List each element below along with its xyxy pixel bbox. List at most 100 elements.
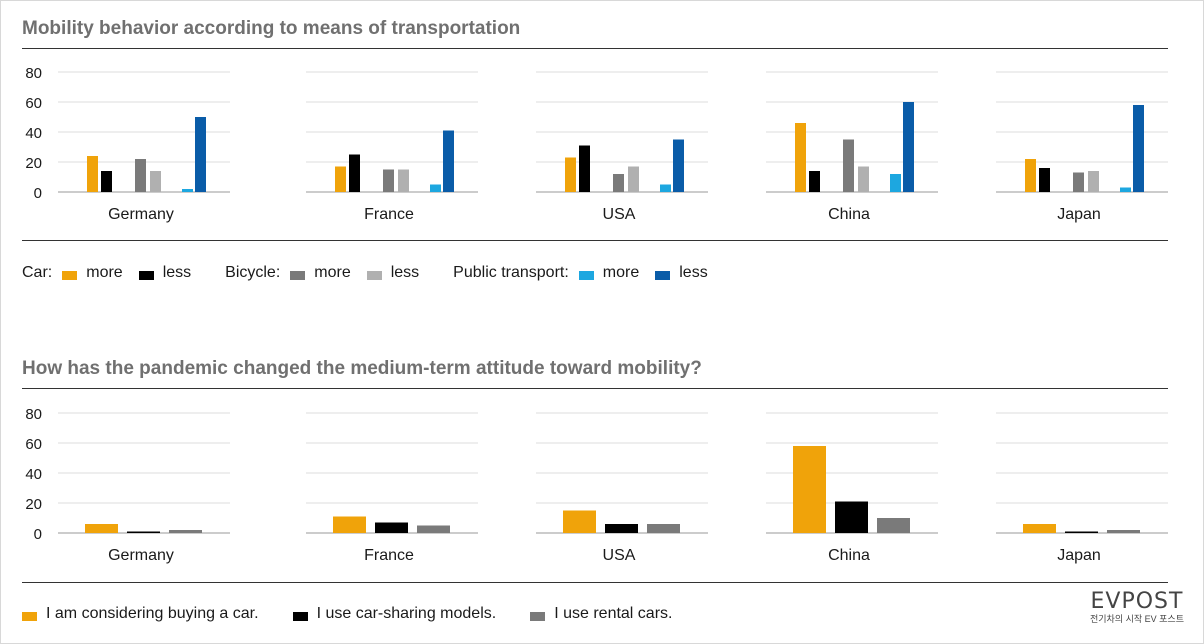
chart1-bar [195, 117, 206, 192]
chart1-category-label: USA [603, 206, 636, 223]
chart2-category-label: Germany [108, 547, 174, 564]
chart2-bar [877, 518, 910, 533]
chart1-legend: Car: more less Bicycle: more less Public… [22, 264, 724, 282]
chart1-bar [660, 184, 671, 192]
chart1-category-label: France [364, 206, 414, 223]
chart2-bar [333, 516, 366, 533]
logo-mark: EVPOST [1090, 589, 1184, 614]
chart2-category-label: France [364, 547, 414, 564]
legend-pt-less: less [655, 264, 708, 282]
chart1-bar [150, 171, 161, 192]
chart1-ytick-label: 20 [25, 155, 42, 172]
legend-bicycle-less: less [366, 264, 420, 282]
legend-bicycle-more: more [290, 264, 351, 282]
legend-swatch-rental [530, 611, 546, 621]
chart2-bar [169, 530, 202, 533]
chart1-bar [613, 174, 624, 192]
evpost-logo: EVPOST 전기차의 시작 EV 포스트 [1090, 590, 1184, 625]
legend-sharing: I use car-sharing models. [292, 605, 497, 623]
chart1-bar [579, 145, 590, 192]
chart1-bar [1073, 172, 1084, 192]
chart2-category-label: USA [603, 547, 636, 564]
chart2-bar [417, 525, 450, 533]
chart1-bar [1088, 171, 1099, 192]
chart1-bar [383, 169, 394, 192]
chart1-title-rule [22, 48, 1168, 49]
chart2-bar [127, 531, 160, 533]
legend-car-label: Car: [22, 264, 53, 281]
legend-swatch-pt-more [578, 270, 594, 280]
legend-pt-label: Public transport: [453, 264, 569, 281]
chart1-plot: 0 20 40 60 80 Germany France USA China Japan [25, 65, 1168, 223]
legend-swatch-considering [22, 611, 37, 621]
chart2-category-label: Japan [1057, 547, 1101, 564]
chart2-bar [1023, 524, 1056, 533]
legend-bicycle-less-label: less [390, 264, 420, 281]
chart1-bar [903, 102, 914, 192]
chart2-bar [647, 524, 680, 533]
legend-pt-less-label: less [679, 264, 708, 281]
chart2-bar [563, 510, 596, 533]
chart1-bar [430, 184, 441, 192]
chart1-category-label: Germany [108, 206, 174, 223]
chart1-bar [135, 159, 146, 192]
legend-car-less-label: less [162, 264, 192, 281]
chart1-bar [101, 171, 112, 192]
chart1-bar [349, 154, 360, 192]
chart1-ytick-label: 80 [25, 65, 42, 82]
chart2-title: How has the pandemic changed the medium-… [22, 358, 702, 379]
chart1-bar [1039, 168, 1050, 192]
chart1-bar [443, 130, 454, 192]
chart2-ytick-label: 20 [25, 496, 42, 513]
chart2-ytick-label: 40 [25, 466, 42, 483]
chart1-category-label: Japan [1057, 206, 1101, 223]
chart2-ytick-label: 0 [34, 526, 42, 543]
chart2-category-label: China [828, 547, 870, 564]
chart1-bar [1025, 159, 1036, 192]
legend-car-more-label: more [86, 264, 123, 281]
chart2-ytick-label: 60 [25, 436, 42, 453]
chart1-bottom-rule [22, 240, 1168, 241]
chart2-ytick-label: 80 [25, 406, 42, 423]
legend-bicycle-more-label: more [314, 264, 351, 281]
chart1-ytick-label: 0 [34, 185, 42, 202]
chart1-ytick-label: 40 [25, 125, 42, 142]
chart2-bar [1107, 530, 1140, 533]
chart1-ytick-label: 60 [25, 95, 42, 112]
chart2-bar [375, 522, 408, 533]
legend-bicycle-label: Bicycle: [225, 264, 281, 281]
legend-swatch-car-less [138, 270, 154, 280]
logo-tagline: 전기차의 시작 EV 포스트 [1089, 614, 1184, 624]
chart1-bar [858, 166, 869, 192]
chart2-bar [793, 446, 826, 533]
legend-rental: I use rental cars. [530, 605, 672, 623]
chart1-bar [795, 123, 806, 192]
chart2-bar [1065, 531, 1098, 533]
legend-rental-label: I use rental cars. [554, 605, 673, 622]
legend-swatch-bicycle-less [366, 270, 382, 280]
chart1-bar [673, 139, 684, 192]
chart2-plot: 0 20 40 60 80 Germany France USA China Japan [25, 406, 1168, 564]
legend-pt-more: more [578, 264, 640, 282]
chart1-bar [843, 139, 854, 192]
legend-car-less: less [138, 264, 192, 282]
chart1-bar [87, 156, 98, 192]
legend-swatch-pt-less [655, 270, 671, 280]
chart1-category-label: China [828, 206, 870, 223]
chart2-legend: I am considering buying a car. I use car… [22, 605, 688, 623]
legend-sharing-label: I use car-sharing models. [316, 605, 497, 622]
chart2-bar [85, 524, 118, 533]
legend-considering-label: I am considering buying a car. [46, 605, 259, 622]
chart1-bar [809, 171, 820, 192]
legend-pt-more-label: more [602, 264, 640, 281]
chart1-bar [335, 166, 346, 192]
legend-swatch-car-more [62, 270, 78, 280]
chart1-bar [398, 169, 409, 192]
chart1-bar [890, 174, 901, 192]
chart1-bar [628, 166, 639, 192]
chart2-bottom-rule [22, 582, 1168, 583]
legend-swatch-sharing [292, 611, 308, 621]
chart1-title: Mobility behavior according to means of … [22, 18, 521, 39]
chart1-bar [565, 157, 576, 192]
legend-considering: I am considering buying a car. [22, 605, 259, 623]
